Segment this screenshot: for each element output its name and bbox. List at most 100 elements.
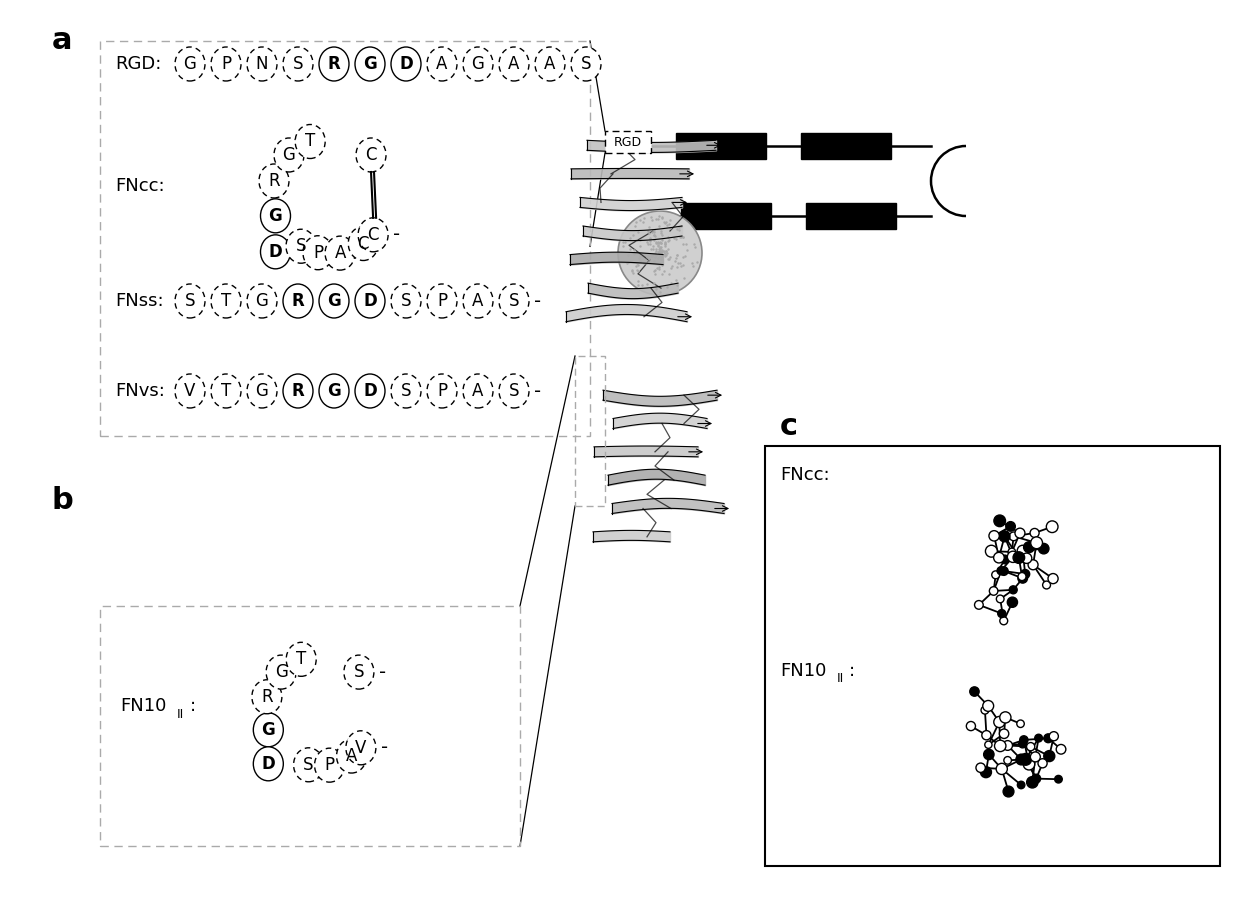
- Text: -: -: [393, 225, 401, 244]
- Ellipse shape: [498, 374, 529, 408]
- Text: D: D: [269, 243, 283, 260]
- Text: T: T: [221, 382, 231, 400]
- Ellipse shape: [355, 374, 384, 408]
- Text: S: S: [508, 382, 520, 400]
- Circle shape: [1038, 543, 1049, 554]
- Circle shape: [618, 211, 702, 295]
- Ellipse shape: [247, 47, 277, 81]
- Text: FNvs:: FNvs:: [115, 382, 165, 400]
- Text: C: C: [366, 146, 377, 164]
- Text: S: S: [296, 237, 306, 255]
- Ellipse shape: [294, 748, 324, 782]
- Ellipse shape: [253, 713, 283, 747]
- Ellipse shape: [391, 284, 422, 318]
- Text: G: G: [275, 663, 288, 681]
- Text: P: P: [325, 756, 335, 774]
- Text: FN10: FN10: [120, 697, 166, 715]
- Ellipse shape: [247, 374, 277, 408]
- Ellipse shape: [463, 374, 494, 408]
- Bar: [806, 203, 897, 229]
- Circle shape: [1056, 744, 1066, 754]
- Text: C: C: [367, 226, 379, 244]
- Circle shape: [1043, 581, 1050, 589]
- Circle shape: [966, 722, 976, 731]
- Ellipse shape: [498, 47, 529, 81]
- Ellipse shape: [211, 374, 241, 408]
- Circle shape: [1007, 597, 1018, 607]
- Ellipse shape: [427, 284, 458, 318]
- Text: FNss:: FNss:: [115, 292, 164, 310]
- Text: -: -: [379, 662, 386, 682]
- Text: G: G: [471, 55, 485, 73]
- Text: G: G: [255, 382, 268, 400]
- Text: S: S: [508, 292, 520, 310]
- Circle shape: [1017, 781, 1025, 788]
- Ellipse shape: [348, 226, 378, 260]
- Circle shape: [1001, 555, 1009, 564]
- Ellipse shape: [260, 235, 290, 268]
- Text: S: S: [401, 382, 412, 400]
- Text: P: P: [436, 292, 448, 310]
- Bar: [681, 203, 771, 229]
- Circle shape: [1055, 776, 1063, 783]
- Circle shape: [986, 545, 997, 557]
- Circle shape: [999, 617, 1008, 624]
- Circle shape: [992, 571, 999, 578]
- Circle shape: [1047, 521, 1058, 532]
- Circle shape: [1038, 759, 1047, 768]
- Circle shape: [997, 595, 1004, 603]
- Circle shape: [975, 601, 983, 609]
- Circle shape: [1044, 751, 1055, 761]
- Circle shape: [1028, 560, 1038, 569]
- Circle shape: [981, 767, 992, 778]
- Circle shape: [1009, 532, 1018, 541]
- Circle shape: [1017, 720, 1024, 727]
- Circle shape: [996, 763, 1007, 775]
- Text: :: :: [190, 697, 196, 715]
- Text: -: -: [381, 738, 388, 758]
- Circle shape: [1021, 569, 1029, 578]
- Ellipse shape: [283, 374, 312, 408]
- Ellipse shape: [346, 731, 376, 765]
- Circle shape: [1030, 752, 1040, 762]
- Circle shape: [1048, 574, 1058, 584]
- Text: :: :: [849, 662, 856, 680]
- Circle shape: [1007, 551, 1018, 562]
- Ellipse shape: [391, 374, 422, 408]
- Ellipse shape: [274, 138, 304, 172]
- Ellipse shape: [303, 236, 334, 269]
- Ellipse shape: [427, 47, 458, 81]
- Text: G: G: [327, 292, 341, 310]
- Text: C: C: [357, 234, 370, 252]
- Circle shape: [1032, 774, 1040, 783]
- Ellipse shape: [463, 284, 494, 318]
- Text: T: T: [305, 132, 315, 150]
- Circle shape: [999, 567, 1008, 576]
- Circle shape: [1030, 537, 1043, 549]
- Text: G: G: [262, 721, 275, 739]
- Circle shape: [1027, 777, 1038, 788]
- Ellipse shape: [175, 284, 205, 318]
- Text: A: A: [335, 244, 346, 262]
- Text: -: -: [534, 381, 541, 401]
- Circle shape: [1004, 757, 1012, 764]
- Ellipse shape: [247, 284, 277, 318]
- Ellipse shape: [356, 138, 386, 172]
- Ellipse shape: [260, 199, 290, 232]
- Ellipse shape: [267, 655, 296, 689]
- Circle shape: [983, 750, 994, 760]
- Circle shape: [1013, 551, 1024, 563]
- Text: T: T: [221, 292, 231, 310]
- Text: T: T: [296, 651, 306, 669]
- Text: A: A: [544, 55, 556, 73]
- Circle shape: [1030, 529, 1039, 538]
- Ellipse shape: [253, 747, 283, 781]
- Circle shape: [1044, 733, 1053, 742]
- Circle shape: [998, 610, 1006, 617]
- Ellipse shape: [336, 739, 367, 773]
- Circle shape: [999, 712, 1011, 723]
- Text: S: S: [353, 663, 365, 681]
- Bar: [765, 446, 1220, 866]
- Circle shape: [994, 515, 1006, 527]
- Circle shape: [1017, 545, 1028, 556]
